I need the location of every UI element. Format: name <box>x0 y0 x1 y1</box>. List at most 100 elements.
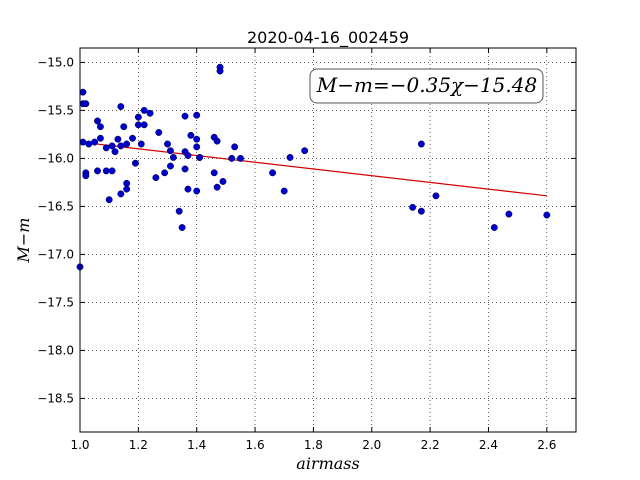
x-tick-label: 1.0 <box>70 438 89 452</box>
data-point <box>166 162 174 170</box>
data-point <box>94 117 101 125</box>
y-tick-label: −17.5 <box>37 295 74 309</box>
y-tick-label: −15.0 <box>37 55 74 69</box>
y-tick-label: −18.0 <box>37 343 74 357</box>
fit-line <box>79 141 547 197</box>
data-point <box>301 147 309 155</box>
data-point <box>123 185 131 193</box>
annotation-box <box>309 68 544 104</box>
data-point <box>417 207 425 215</box>
data-point <box>193 143 201 151</box>
data-point <box>140 106 148 114</box>
x-tick-label: 1.2 <box>129 438 148 452</box>
data-point <box>79 138 87 146</box>
data-point <box>120 123 128 131</box>
y-tick-label: −17.0 <box>37 247 74 261</box>
data-point <box>129 134 136 142</box>
y-tick-label: −18.5 <box>37 391 74 405</box>
data-point <box>213 183 221 191</box>
data-point <box>505 210 513 218</box>
data-point <box>193 135 201 143</box>
data-point <box>193 187 201 195</box>
data-point <box>134 121 142 129</box>
data-point <box>82 100 90 108</box>
data-points <box>76 63 551 271</box>
data-point <box>213 137 221 145</box>
data-point <box>175 207 183 215</box>
data-point <box>91 138 99 146</box>
data-point <box>140 121 148 129</box>
x-axis-label: airmass <box>296 454 359 473</box>
data-point <box>96 134 104 142</box>
data-point <box>269 169 277 177</box>
chart-title: 2020-04-16_002459 <box>247 28 409 48</box>
data-point <box>146 109 154 117</box>
x-tick-label: 1.8 <box>304 438 323 452</box>
data-point <box>219 177 227 185</box>
data-point <box>169 153 177 161</box>
axis-ticks <box>79 48 576 432</box>
y-tick-label: −15.5 <box>37 103 74 117</box>
data-point <box>228 154 236 162</box>
x-tick-label: 2.0 <box>362 438 381 452</box>
data-point <box>409 203 417 211</box>
data-point <box>417 140 425 148</box>
data-point <box>155 129 163 136</box>
data-point <box>181 165 189 173</box>
grid-lines <box>79 48 576 432</box>
data-point <box>184 185 192 193</box>
data-point <box>193 111 201 119</box>
data-point <box>237 154 244 162</box>
x-tick-label: 1.4 <box>187 438 206 452</box>
data-point <box>85 140 93 148</box>
data-point <box>117 142 125 150</box>
data-point <box>114 135 122 143</box>
data-point <box>102 144 110 152</box>
data-point <box>184 152 192 159</box>
data-point <box>105 196 113 204</box>
data-point <box>102 167 110 175</box>
data-point <box>94 167 101 175</box>
data-point <box>178 224 186 231</box>
data-point <box>432 192 440 200</box>
data-point <box>79 88 87 96</box>
data-point <box>210 169 218 177</box>
data-point <box>181 112 189 120</box>
x-tick-label: 1.6 <box>246 438 265 452</box>
data-point <box>543 211 551 219</box>
y-axis-label: M−m <box>14 218 33 264</box>
data-point <box>490 224 498 231</box>
data-point <box>82 172 90 180</box>
x-tick-label: 2.2 <box>421 438 440 452</box>
annotation-text: M−m=−0.35χ−15.48 <box>316 73 537 97</box>
data-point <box>108 167 116 175</box>
data-point <box>137 140 145 148</box>
x-tick-labels: 1.0 1.2 1.4 1.6 1.8 2.0 2.2 2.4 2.6 <box>70 438 556 452</box>
data-point <box>164 140 171 148</box>
x-tick-label: 2.4 <box>479 438 498 452</box>
fit-annotation: M−m=−0.35χ−15.48 <box>309 68 544 104</box>
data-point <box>108 142 116 150</box>
y-tick-labels: −15.0 −15.5 −16.0 −16.5 −17.0 −17.5 −18.0 −18.5 <box>37 55 74 405</box>
data-point <box>161 169 169 177</box>
y-tick-label: −16.0 <box>37 151 74 165</box>
data-point <box>216 67 224 75</box>
data-point <box>111 148 119 156</box>
data-point <box>280 187 288 195</box>
data-point <box>152 174 160 182</box>
x-tick-label: 2.6 <box>537 438 556 452</box>
plot-frame <box>79 47 577 433</box>
data-point <box>231 143 239 151</box>
data-point <box>131 159 139 167</box>
data-point <box>166 147 174 155</box>
y-tick-label: −16.5 <box>37 199 74 213</box>
data-point <box>123 179 131 187</box>
data-point <box>117 190 125 198</box>
data-point <box>187 131 195 139</box>
data-point <box>196 153 204 161</box>
data-point <box>134 113 142 121</box>
data-point <box>117 103 125 111</box>
data-point <box>286 153 294 161</box>
data-point <box>123 140 131 148</box>
